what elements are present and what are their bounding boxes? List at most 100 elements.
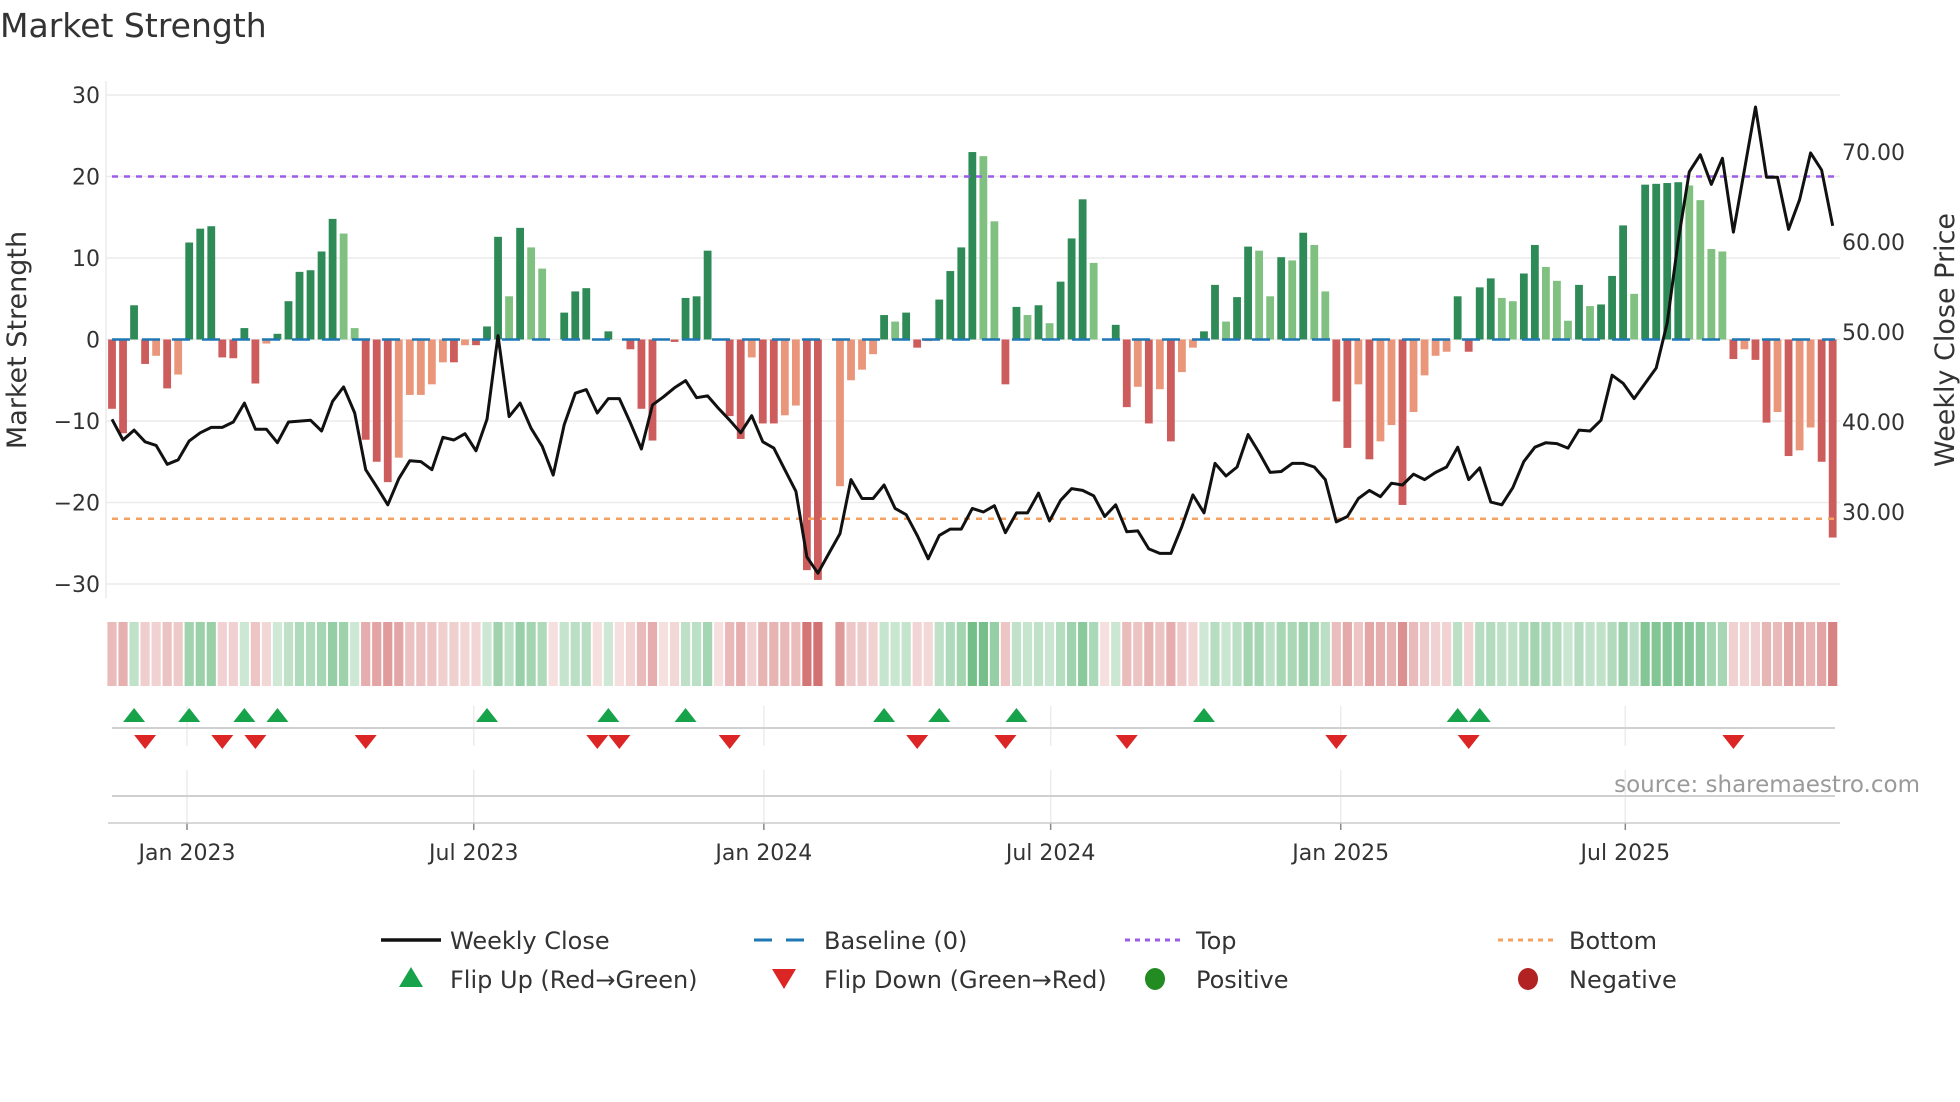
strength-bar — [1299, 232, 1308, 340]
flip-up-marker — [928, 708, 951, 722]
positive-dot-icon — [1145, 968, 1165, 990]
strength-bar — [450, 339, 458, 363]
strength-bar — [1277, 257, 1286, 340]
strip-cell — [129, 622, 139, 686]
strip-cell — [261, 622, 272, 686]
strip-cell — [1089, 622, 1099, 686]
strength-bar — [1542, 266, 1550, 340]
strength-bar — [1508, 301, 1517, 340]
strip-cell — [1055, 622, 1066, 686]
strip-cell — [1033, 622, 1044, 686]
y-tick-label: −30 — [54, 573, 100, 598]
strip-cell — [1232, 622, 1242, 686]
strip-cell — [1122, 622, 1132, 686]
legend-label: Bottom — [1569, 927, 1657, 955]
strip-cell — [1772, 622, 1783, 686]
strength-bar — [571, 291, 580, 340]
strip-cell — [1717, 622, 1727, 686]
strength-bar — [372, 339, 381, 462]
flip-down-marker — [354, 735, 377, 749]
strip-cell — [758, 622, 768, 686]
flip-down-marker — [1325, 735, 1348, 749]
strength-bar — [1674, 182, 1683, 340]
strength-bar — [913, 339, 922, 348]
legend-label: Positive — [1196, 966, 1289, 994]
strength-bar — [1586, 306, 1594, 340]
strip-cell — [934, 622, 944, 686]
strength-bar — [141, 339, 149, 364]
strip-cell — [1419, 622, 1430, 686]
strength-bar — [472, 339, 480, 346]
strength-bar — [1685, 185, 1694, 340]
strength-bars — [108, 152, 1837, 580]
flip-up-marker — [674, 708, 697, 722]
strip-cell — [1651, 622, 1661, 686]
strength-bar — [1420, 339, 1429, 376]
strip-cell — [1519, 622, 1529, 686]
flip-up-marker — [178, 708, 201, 722]
strength-bar — [880, 315, 888, 340]
strip-cell — [868, 622, 878, 686]
strip-cell — [1530, 622, 1540, 686]
strip-cell — [802, 622, 812, 686]
strength-bar — [538, 268, 547, 340]
weekly-close-line — [110, 105, 1835, 575]
flip-down-marker — [608, 735, 631, 749]
strength-bar — [1707, 249, 1716, 340]
strip-cell — [383, 622, 393, 686]
strip-cell — [515, 622, 525, 686]
strip-cell — [250, 622, 260, 686]
strip-cell — [283, 622, 294, 686]
strip-cell — [1265, 622, 1275, 686]
flip-up-marker — [1005, 708, 1028, 722]
strip-cell — [1331, 622, 1341, 686]
strength-bar — [814, 339, 822, 580]
strip-cell — [636, 622, 647, 686]
strength-bar — [328, 218, 337, 340]
strip-cell — [1221, 622, 1231, 686]
strength-bar — [1343, 339, 1352, 448]
strength-bar — [130, 305, 138, 340]
reference-lines — [112, 175, 1835, 521]
strength-bar — [758, 339, 767, 424]
strip-cell — [1706, 622, 1716, 686]
strength-bar — [1630, 293, 1639, 340]
strip-cell — [1342, 622, 1352, 686]
flip-up-marker — [1446, 708, 1469, 722]
strength-bar — [1266, 296, 1275, 340]
strip-cell — [1552, 622, 1562, 686]
strip-cell — [1353, 622, 1363, 686]
strip-cell — [1486, 622, 1496, 686]
x-tick-label: Jul 2023 — [427, 841, 519, 866]
strength-bar — [1773, 339, 1782, 413]
y2-tick-label: 70.00 — [1842, 141, 1905, 166]
strength-bar — [427, 339, 436, 385]
strength-bar — [990, 221, 999, 340]
flip-up-marker — [1468, 708, 1491, 722]
strength-bar — [902, 312, 911, 340]
y-axis-label: Market Strength — [2, 231, 33, 449]
strip-cell — [703, 622, 713, 686]
strength-bar — [637, 339, 646, 409]
strength-bar — [1740, 339, 1749, 350]
strip-cell — [1100, 622, 1110, 686]
strength-bar — [1398, 339, 1407, 505]
strip-cell — [1210, 622, 1220, 686]
strip-cell — [691, 622, 702, 686]
x-tick-label: Jan 2024 — [713, 841, 812, 866]
strip-cell — [372, 622, 382, 686]
strength-bar — [957, 247, 966, 340]
strength-bar — [670, 339, 679, 342]
strip-cell — [184, 622, 194, 686]
strip-cell — [239, 622, 249, 686]
strip-cell — [217, 622, 227, 686]
strip-cell — [1684, 622, 1694, 686]
strength-bar — [560, 312, 569, 340]
strength-bar — [251, 339, 260, 384]
strip-cell — [228, 622, 238, 686]
strip-cell — [1022, 622, 1033, 686]
y-tick-label: 30 — [72, 84, 100, 109]
strip-cell — [1453, 622, 1463, 686]
x-tick-label: Jan 2025 — [1290, 841, 1389, 866]
strength-bar — [1189, 339, 1197, 348]
